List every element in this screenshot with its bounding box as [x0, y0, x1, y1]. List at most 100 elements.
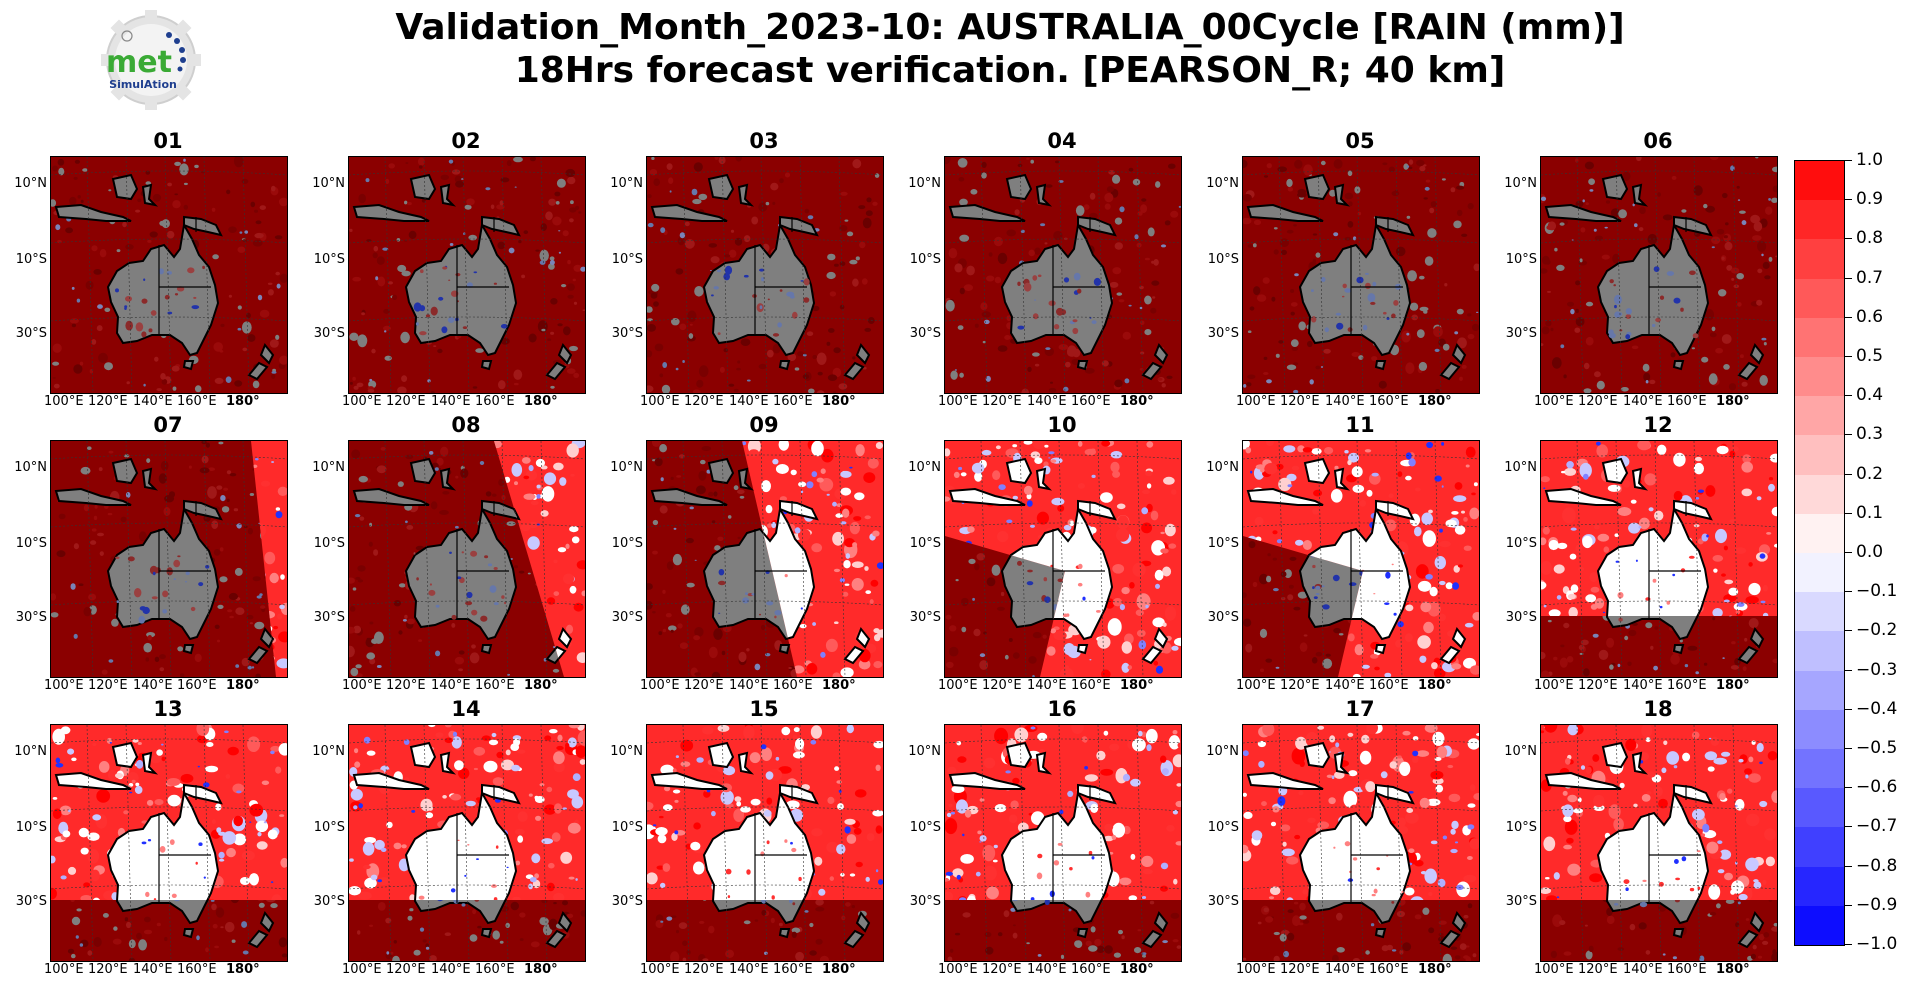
- panel-title: 17: [1345, 697, 1375, 721]
- australia-coast: [106, 222, 220, 357]
- sulawesi-coast: [439, 183, 457, 207]
- new-zealand-south-coast: [843, 929, 865, 949]
- colorbar-segment: [1795, 788, 1844, 828]
- logo-text-main: met: [106, 45, 172, 80]
- land-rain-cells: [141, 839, 206, 900]
- colorbar-tick-mark: [1845, 277, 1852, 279]
- map-area: [646, 724, 884, 962]
- lon-label: 100°E: [1534, 962, 1574, 977]
- new-zealand-north-coast: [1749, 911, 1765, 933]
- indonesia-coast: [650, 771, 728, 790]
- landmass: [352, 741, 521, 900]
- colorbar-tick-mark: [1845, 434, 1852, 436]
- panel-title: 15: [749, 697, 779, 721]
- gridlines: [51, 725, 287, 961]
- new-zealand-north-coast: [557, 343, 573, 365]
- sulawesi-coast: [1631, 467, 1649, 491]
- new-guinea-coast: [1077, 783, 1117, 805]
- lon-label: 100°E: [342, 394, 382, 409]
- colorbar-tick-mark: [1845, 630, 1852, 632]
- lon-label: 180°: [1716, 962, 1750, 977]
- landmass: [54, 741, 223, 900]
- tasmania-coast: [182, 360, 195, 371]
- australia-coast: [702, 790, 816, 900]
- lon-label: 140°E: [1027, 394, 1067, 409]
- map-area: [348, 724, 586, 962]
- new-zealand-south-coast: [1737, 929, 1759, 949]
- australia-coast: [1298, 222, 1412, 357]
- borneo-coast: [1601, 741, 1629, 769]
- lon-label: 100°E: [1534, 394, 1574, 409]
- colorbar-tick-mark: [1845, 356, 1852, 357]
- indonesia-coast: [54, 487, 132, 506]
- new-zealand-north-coast: [259, 627, 275, 649]
- colorbar-segment: [1795, 239, 1844, 280]
- lat-label: 10°S: [313, 536, 345, 551]
- landmass: [1544, 457, 1713, 616]
- valid-region: [647, 725, 883, 900]
- lat-label: 10°N: [908, 744, 941, 759]
- panel-title: 02: [451, 129, 481, 153]
- tasmania-coast: [778, 644, 791, 655]
- indonesia-coast: [650, 203, 728, 222]
- colorbar-segment: [1795, 827, 1844, 868]
- gridlines: [1243, 441, 1479, 677]
- landmass: [352, 457, 573, 665]
- colorbar-segment: [1795, 749, 1844, 789]
- lon-label: 180°: [524, 394, 558, 409]
- masked-land-speckle: [1608, 266, 1699, 340]
- new-zealand-south-coast: [843, 645, 865, 665]
- lon-label: 180°: [822, 678, 856, 693]
- borders: [456, 501, 509, 619]
- map-panel-11: 11 10°N 10°S 30°S 100°E 120°E 140°E 160°E 180°: [1192, 412, 1512, 702]
- lat-label: 10°N: [1206, 176, 1239, 191]
- panel-title: 06: [1643, 129, 1673, 153]
- panel-title: 09: [749, 413, 779, 437]
- sulawesi-coast: [1035, 751, 1053, 775]
- colorbar-segment: [1795, 670, 1844, 711]
- colorbar-segment: [1795, 592, 1844, 632]
- gridlines: [349, 725, 585, 961]
- borneo-coast: [1303, 741, 1331, 769]
- lon-label: 120°E: [1280, 678, 1320, 693]
- borders: [754, 501, 807, 619]
- lon-label: 160°E: [773, 678, 813, 693]
- australia-coast: [1596, 790, 1710, 900]
- colorbar-tick-mark: [1845, 512, 1852, 514]
- new-zealand-south-coast: [1737, 361, 1759, 381]
- tasmania-coast: [1672, 360, 1685, 371]
- lat-label: 10°N: [610, 176, 643, 191]
- borders: [158, 785, 211, 903]
- land-rain-cells: [1333, 841, 1404, 897]
- lon-label: 180°: [1418, 962, 1452, 977]
- colorbar-tick-mark: [1845, 160, 1852, 161]
- lat-label: 10°N: [14, 176, 47, 191]
- sulawesi-coast: [141, 467, 159, 491]
- logo-text-sub: SimulAtion: [109, 78, 177, 91]
- borneo-coast: [1005, 741, 1033, 769]
- lon-label: 160°E: [177, 394, 217, 409]
- lon-label: 180°: [226, 678, 260, 693]
- lon-label: 120°E: [982, 962, 1022, 977]
- lon-label: 160°E: [773, 394, 813, 409]
- lon-label: 100°E: [938, 962, 978, 977]
- australia-coast: [1000, 790, 1114, 900]
- lon-label: 140°E: [729, 678, 769, 693]
- colorbar-tick-mark: [1845, 238, 1852, 240]
- colorbar-tick-mark: [1845, 316, 1852, 318]
- lon-label: 160°E: [1369, 394, 1409, 409]
- map-area: [50, 440, 288, 678]
- colorbar-tick-label: −0.2: [1856, 620, 1898, 641]
- lat-label: 10°S: [909, 820, 941, 835]
- borders: [1350, 217, 1403, 335]
- new-zealand-north-coast: [557, 627, 573, 649]
- lat-label: 30°S: [909, 326, 941, 341]
- map-panel-15: 15 10°N 10°S 30°S 100°E 120°E 140°E 160°E 180°: [596, 696, 916, 986]
- lon-label: 180°: [1120, 678, 1154, 693]
- map-panel-12: 12 10°N 10°S 30°S 100°E 120°E 140°E 160°E 180°: [1490, 412, 1810, 702]
- new-guinea-coast: [1673, 215, 1713, 237]
- tasmania-coast: [1672, 644, 1685, 655]
- new-zealand-south-coast: [1141, 361, 1163, 381]
- new-zealand-north-coast: [259, 343, 275, 365]
- colorbar-tick-label: −0.5: [1856, 738, 1898, 758]
